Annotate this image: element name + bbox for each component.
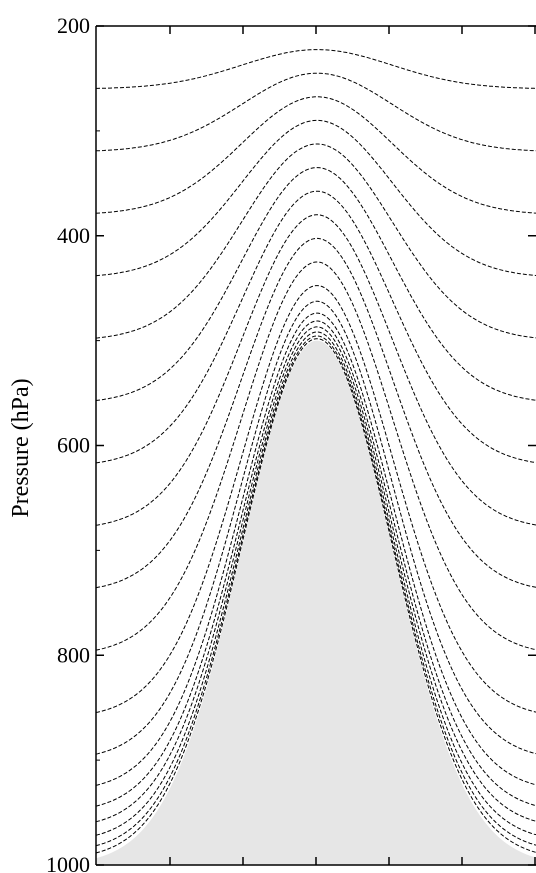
terrain-fill (96, 340, 536, 865)
level-line-8 (95, 190, 536, 464)
y-tick-label-800: 800 (57, 642, 90, 667)
level-line-16 (95, 326, 536, 823)
level-line-12 (95, 285, 536, 713)
level-line-10 (95, 237, 536, 589)
level-line-11 (95, 261, 536, 651)
level-line-3 (95, 72, 536, 152)
level-line-6 (95, 143, 536, 339)
level-line-18 (95, 335, 536, 847)
level-line-9 (95, 214, 536, 526)
level-line-14 (95, 312, 536, 786)
level-line-7 (95, 167, 536, 401)
y-tick-label-400: 400 (57, 223, 90, 248)
level-line-19 (95, 338, 536, 854)
y-tick-label-200: 200 (57, 13, 90, 38)
level-line-13 (95, 300, 536, 755)
level-line-5 (95, 119, 536, 277)
y-tick-label-1000: 1000 (46, 852, 90, 873)
y-axis-title: Pressure (hPa) (8, 378, 34, 517)
level-line-17 (95, 331, 536, 836)
level-line-4 (95, 96, 536, 214)
level-line-2 (96, 49, 536, 89)
y-tick-label-600: 600 (57, 433, 90, 458)
